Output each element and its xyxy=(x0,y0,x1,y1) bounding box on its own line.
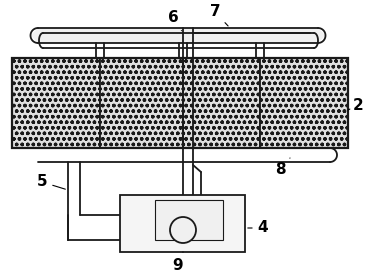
Text: 2: 2 xyxy=(348,97,363,113)
Text: 4: 4 xyxy=(248,221,268,235)
Bar xyxy=(12,58,348,148)
Text: 9: 9 xyxy=(173,252,183,272)
Bar xyxy=(12,58,100,148)
Text: 5: 5 xyxy=(37,174,65,190)
Bar xyxy=(260,58,348,148)
Bar xyxy=(120,195,245,252)
Text: 8: 8 xyxy=(275,158,290,177)
Bar xyxy=(183,58,260,148)
Bar xyxy=(100,58,183,148)
Polygon shape xyxy=(30,28,325,43)
Bar xyxy=(155,200,223,240)
Text: 6: 6 xyxy=(168,10,181,31)
Circle shape xyxy=(170,217,196,243)
Text: 7: 7 xyxy=(210,4,228,26)
